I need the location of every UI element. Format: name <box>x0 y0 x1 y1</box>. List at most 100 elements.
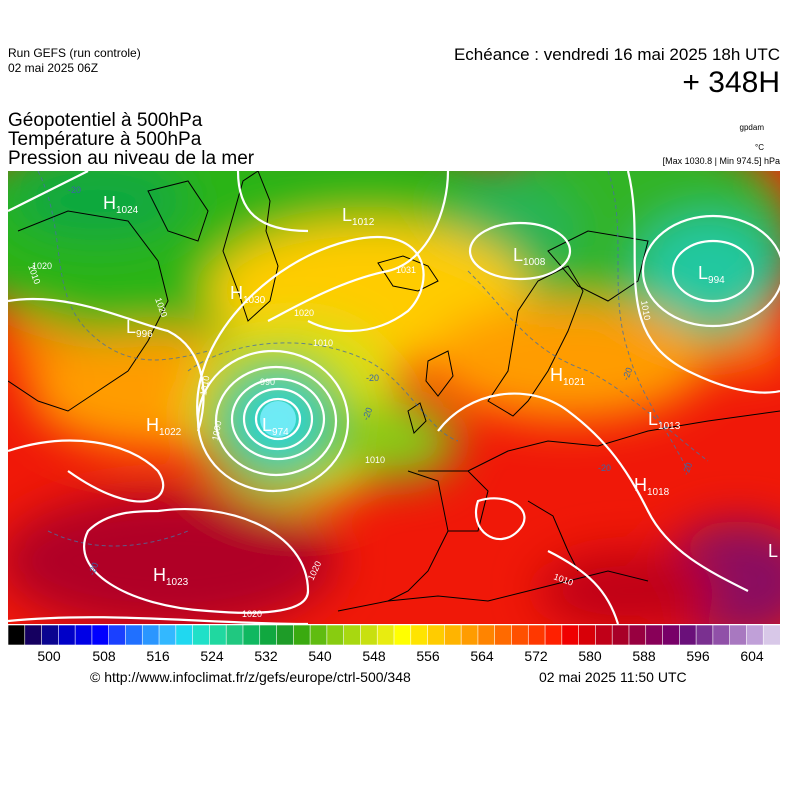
isobar-label: 1020 <box>32 261 52 271</box>
high-1024-marker: H1024 <box>103 193 139 216</box>
high-1018-marker: H1018 <box>634 475 670 498</box>
scale-cell <box>292 625 311 645</box>
scale-cell <box>108 625 127 645</box>
scale-tick: 524 <box>200 648 224 664</box>
scale-cell <box>460 625 479 645</box>
scale-tick: 500 <box>37 648 61 664</box>
scale-cell <box>477 625 496 645</box>
scale-cell <box>343 625 362 645</box>
low-974-marker: L974 <box>262 415 289 438</box>
scale-tick: 532 <box>254 648 278 664</box>
isobar-label: 1020 <box>242 609 262 619</box>
scale-cell <box>662 625 681 645</box>
isobar-label: 1020 <box>294 308 314 318</box>
high-1023-marker: H1023 <box>153 565 189 588</box>
scale-cell <box>192 625 211 645</box>
scale-cell <box>225 625 244 645</box>
scale-tick: 556 <box>416 648 440 664</box>
isobar-label: 1010 <box>639 300 652 321</box>
generated-timestamp: 02 mai 2025 11:50 UTC <box>539 669 687 685</box>
isobar-label: 1010 <box>313 338 333 348</box>
isobar-label: 990 <box>260 377 275 387</box>
scale-cell <box>393 625 412 645</box>
forecast-valid-time: Echéance : vendredi 16 mai 2025 18h UTC <box>453 45 780 64</box>
scale-tick: 508 <box>92 648 116 664</box>
scale-cell <box>746 625 765 645</box>
low-1013-marker: L1013 <box>648 409 681 432</box>
isobars <box>8 171 780 624</box>
scale-tick: 580 <box>578 648 602 664</box>
temp-label: -20 <box>360 406 374 422</box>
scale-cell <box>58 625 76 645</box>
title-geopotential: Géopotentiel à 500hPa <box>8 110 203 131</box>
map-titles: Géopotentiel à 500hPa Température à 500h… <box>8 111 254 168</box>
scale-cell <box>410 625 429 645</box>
isobar-label: 1010 <box>365 455 385 465</box>
scale-cell <box>729 625 748 645</box>
scale-cell <box>141 625 160 645</box>
color-scale-bar <box>8 625 780 645</box>
title-pressure: Pression au niveau de la mer <box>8 148 255 169</box>
scale-cell <box>427 625 446 645</box>
temp-label: -20 <box>680 461 694 477</box>
scale-cell <box>628 625 647 645</box>
scale-cell <box>242 625 261 645</box>
scale-cell <box>125 625 144 645</box>
scale-cell <box>376 625 395 645</box>
scale-cell <box>309 625 328 645</box>
scale-tick: 540 <box>308 648 332 664</box>
temperature-isotherms <box>37 171 709 547</box>
scale-cell <box>511 625 530 645</box>
temp-label: -20 <box>620 366 634 382</box>
scale-tick: 604 <box>740 648 764 664</box>
unit-pressure: [Max 1030.8 | Min 974.5] hPa <box>662 156 780 166</box>
scale-cell <box>762 625 780 645</box>
scale-cell <box>527 625 546 645</box>
temp-label: -20 <box>598 463 611 473</box>
scale-tick: 548 <box>362 648 386 664</box>
scale-cell <box>645 625 664 645</box>
temp-label: -20 <box>68 185 81 195</box>
low-994-marker: L994 <box>698 263 725 286</box>
weather-map: H1024 L1012 L1008 L994 H1030 L996 H1022 … <box>8 171 780 624</box>
scale-tick: 572 <box>524 648 548 664</box>
scale-cell <box>276 625 295 645</box>
scale-tick: 516 <box>146 648 170 664</box>
run-label: Run GEFS (run controle) <box>8 46 141 60</box>
scale-cell <box>695 625 714 645</box>
scale-tick: 588 <box>632 648 656 664</box>
low-996-marker: L996 <box>126 317 153 340</box>
scale-cell <box>578 625 597 645</box>
scale-cell <box>678 625 697 645</box>
scale-tick: 596 <box>686 648 710 664</box>
scale-cell <box>175 625 194 645</box>
temp-label: -20 <box>86 561 100 577</box>
isobar-label: 1031 <box>396 265 416 275</box>
high-1021-marker: H1021 <box>550 365 586 388</box>
isobar-label: 1010 <box>198 375 211 396</box>
pressure-systems: H1024 L1012 L1008 L994 H1030 L996 H1022 … <box>103 193 778 588</box>
scale-cell <box>74 625 93 645</box>
scale-cell <box>24 625 43 645</box>
isobar-label: 1000 <box>210 420 223 441</box>
scale-cell <box>611 625 630 645</box>
coastlines <box>8 171 780 612</box>
title-temperature: Température à 500hPa <box>8 129 202 150</box>
low-1012-marker: L1012 <box>342 205 375 228</box>
source-link[interactable]: © http://www.infoclimat.fr/z/gefs/europe… <box>90 669 411 685</box>
scale-cell <box>209 625 227 645</box>
scale-cell <box>158 625 177 645</box>
scale-cell <box>544 625 563 645</box>
low-1008-marker: L1008 <box>513 245 546 268</box>
low-edge-marker: L <box>768 541 778 561</box>
unit-geopotential: gpdam <box>739 123 764 132</box>
run-date: 02 mai 2025 06Z <box>8 61 99 75</box>
scale-tick: 564 <box>470 648 494 664</box>
lead-time: + 348H <box>682 66 780 99</box>
scale-cell <box>360 625 379 645</box>
scale-cell <box>494 625 513 645</box>
high-1022-marker: H1022 <box>146 415 182 438</box>
scale-cell <box>595 625 613 645</box>
unit-temperature: °C <box>755 143 764 152</box>
temp-label: -20 <box>366 373 379 383</box>
